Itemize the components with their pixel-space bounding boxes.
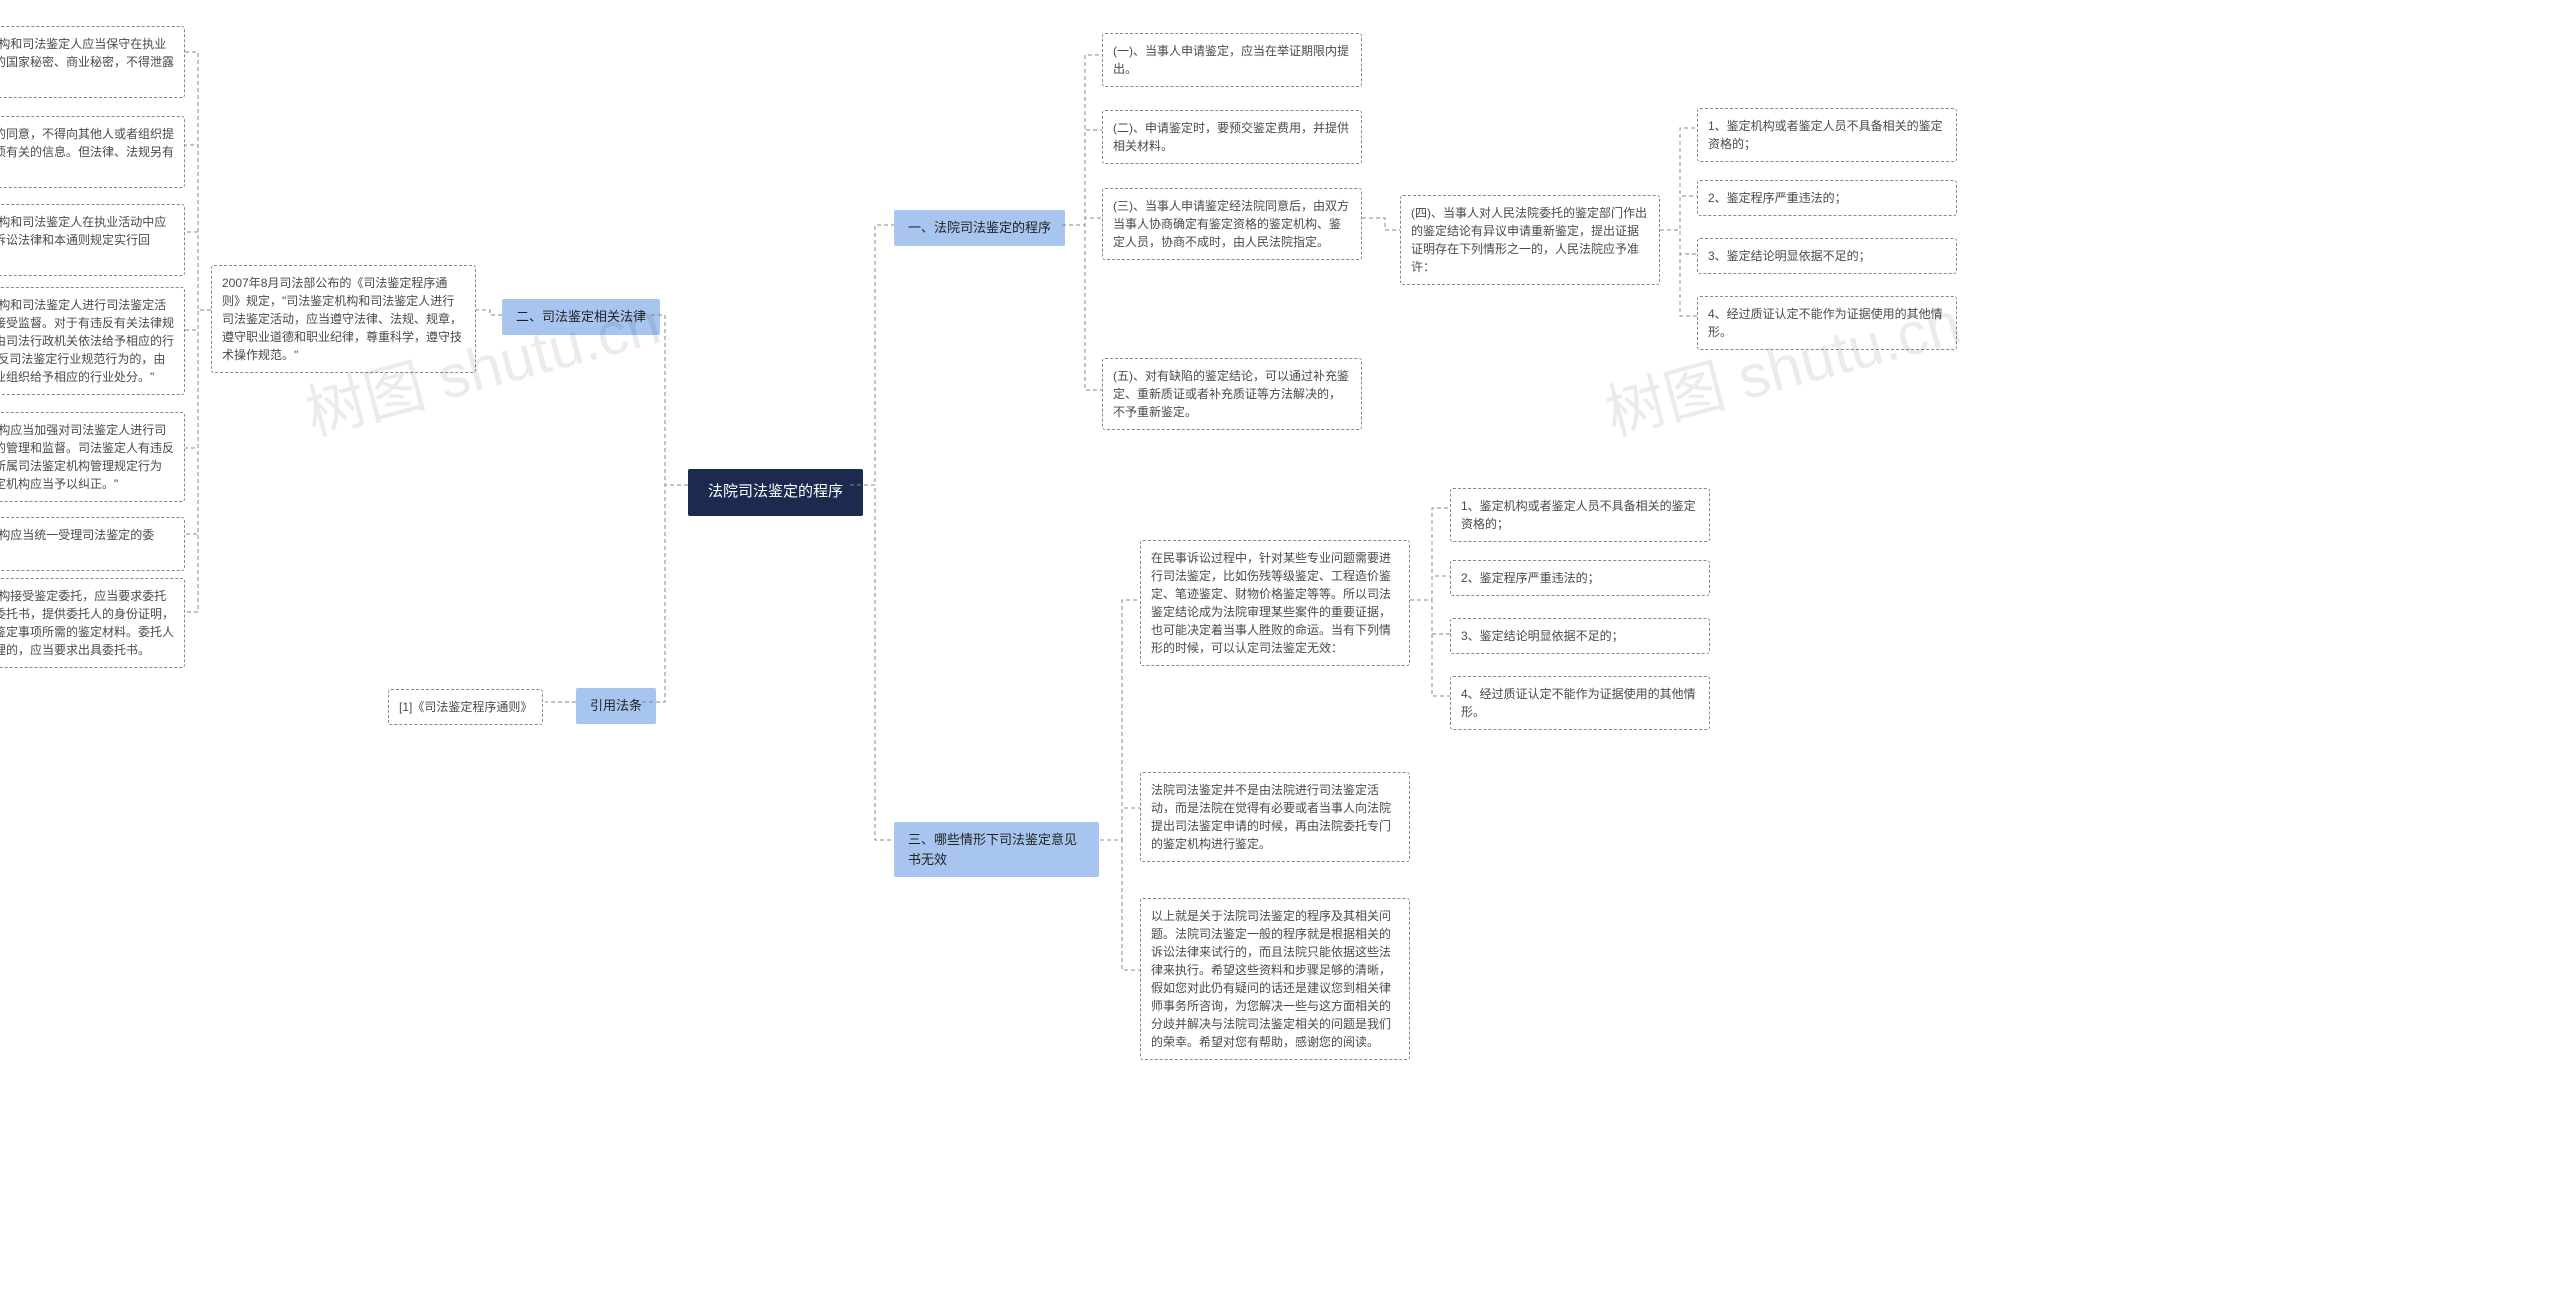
leaf-2-1: 2007年8月司法部公布的《司法鉴定程序通则》规定，"司法鉴定机构和司法鉴定人进…: [211, 265, 476, 373]
leaf-2-g6: "司法鉴定机构应当统一受理司法鉴定的委托。": [0, 517, 185, 571]
leaf-3-1-1: 1、鉴定机构或者鉴定人员不具备相关的鉴定资格的；: [1450, 488, 1710, 542]
leaf-2-g1: "司法鉴定机构和司法鉴定人应当保守在执业活动中知悉的国家秘密、商业秘密，不得泄露…: [0, 26, 185, 98]
leaf-3-1-3: 3、鉴定结论明显依据不足的；: [1450, 618, 1710, 654]
branch-section-2[interactable]: 二、司法鉴定相关法律: [502, 299, 660, 335]
leaf-1-1: (一)、当事人申请鉴定，应当在举证期限内提出。: [1102, 33, 1362, 87]
leaf-3-1-4: 4、经过质证认定不能作为证据使用的其他情形。: [1450, 676, 1710, 730]
branch-section-1[interactable]: 一、法院司法鉴定的程序: [894, 210, 1065, 246]
leaf-3-2: 法院司法鉴定并不是由法院进行司法鉴定活动，而是法院在觉得有必要或者当事人向法院提…: [1140, 772, 1410, 862]
leaf-1-4-4: 4、经过质证认定不能作为证据使用的其他情形。: [1697, 296, 1957, 350]
leaf-3-3: 以上就是关于法院司法鉴定的程序及其相关问题。法院司法鉴定一般的程序就是根据相关的…: [1140, 898, 1410, 1060]
leaf-2-g3: "司法鉴定机构和司法鉴定人在执业活动中应当依照有关诉讼法律和本通则规定实行回避。…: [0, 204, 185, 276]
leaf-1-4-1: 1、鉴定机构或者鉴定人员不具备相关的鉴定资格的；: [1697, 108, 1957, 162]
leaf-1-4-3: 3、鉴定结论明显依据不足的；: [1697, 238, 1957, 274]
leaf-2-g5: "司法鉴定机构应当加强对司法鉴定人进行司法鉴定活动的管理和监督。司法鉴定人有违反…: [0, 412, 185, 502]
leaf-3-1-2: 2、鉴定程序严重违法的；: [1450, 560, 1710, 596]
branch-reference[interactable]: 引用法条: [576, 688, 656, 724]
leaf-1-5: (五)、对有缺陷的鉴定结论，可以通过补充鉴定、重新质证或者补充质证等方法解决的，…: [1102, 358, 1362, 430]
leaf-3-1: 在民事诉讼过程中，针对某些专业问题需要进行司法鉴定，比如伤残等级鉴定、工程造价鉴…: [1140, 540, 1410, 666]
root-node[interactable]: 法院司法鉴定的程序: [688, 469, 863, 516]
leaf-ref-1: [1]《司法鉴定程序通则》: [388, 689, 543, 725]
leaf-2-g4: "司法鉴定机构和司法鉴定人进行司法鉴定活动应当依法接受监督。对于有违反有关法律规…: [0, 287, 185, 395]
leaf-1-3: (三)、当事人申请鉴定经法院同意后，由双方当事人协商确定有鉴定资格的鉴定机构、鉴…: [1102, 188, 1362, 260]
leaf-2-g2: 未经委托人的同意，不得向其他人或者组织提供与鉴定事项有关的信息。但法律、法规另有…: [0, 116, 185, 188]
leaf-1-2: (二)、申请鉴定时，要预交鉴定费用，并提供相关材料。: [1102, 110, 1362, 164]
leaf-2-g7: "司法鉴定机构接受鉴定委托，应当要求委托人出具鉴定委托书，提供委托人的身份证明，…: [0, 578, 185, 668]
leaf-1-4-2: 2、鉴定程序严重违法的；: [1697, 180, 1957, 216]
branch-section-3[interactable]: 三、哪些情形下司法鉴定意见书无效: [894, 822, 1099, 877]
leaf-1-4: (四)、当事人对人民法院委托的鉴定部门作出的鉴定结论有异议申请重新鉴定，提出证据…: [1400, 195, 1660, 285]
